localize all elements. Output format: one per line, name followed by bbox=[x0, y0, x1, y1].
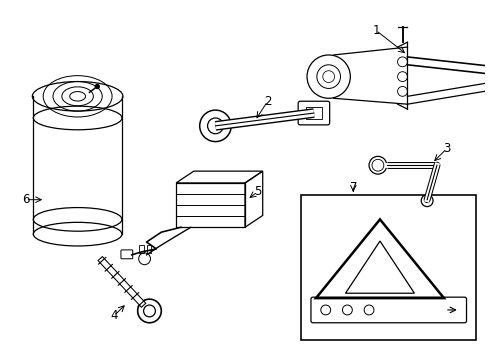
Text: 2: 2 bbox=[264, 95, 271, 108]
Bar bbox=[176, 183, 244, 227]
Text: 3: 3 bbox=[442, 142, 449, 155]
Text: 1: 1 bbox=[371, 24, 379, 37]
Bar bbox=[301, 195, 475, 341]
Text: 5: 5 bbox=[254, 185, 261, 198]
Text: 6: 6 bbox=[21, 193, 29, 206]
Text: 7: 7 bbox=[349, 181, 356, 194]
Bar bbox=[139, 245, 143, 253]
Bar bbox=[305, 107, 321, 119]
Circle shape bbox=[95, 85, 99, 89]
Bar bbox=[146, 245, 151, 253]
Text: 4: 4 bbox=[110, 309, 118, 322]
